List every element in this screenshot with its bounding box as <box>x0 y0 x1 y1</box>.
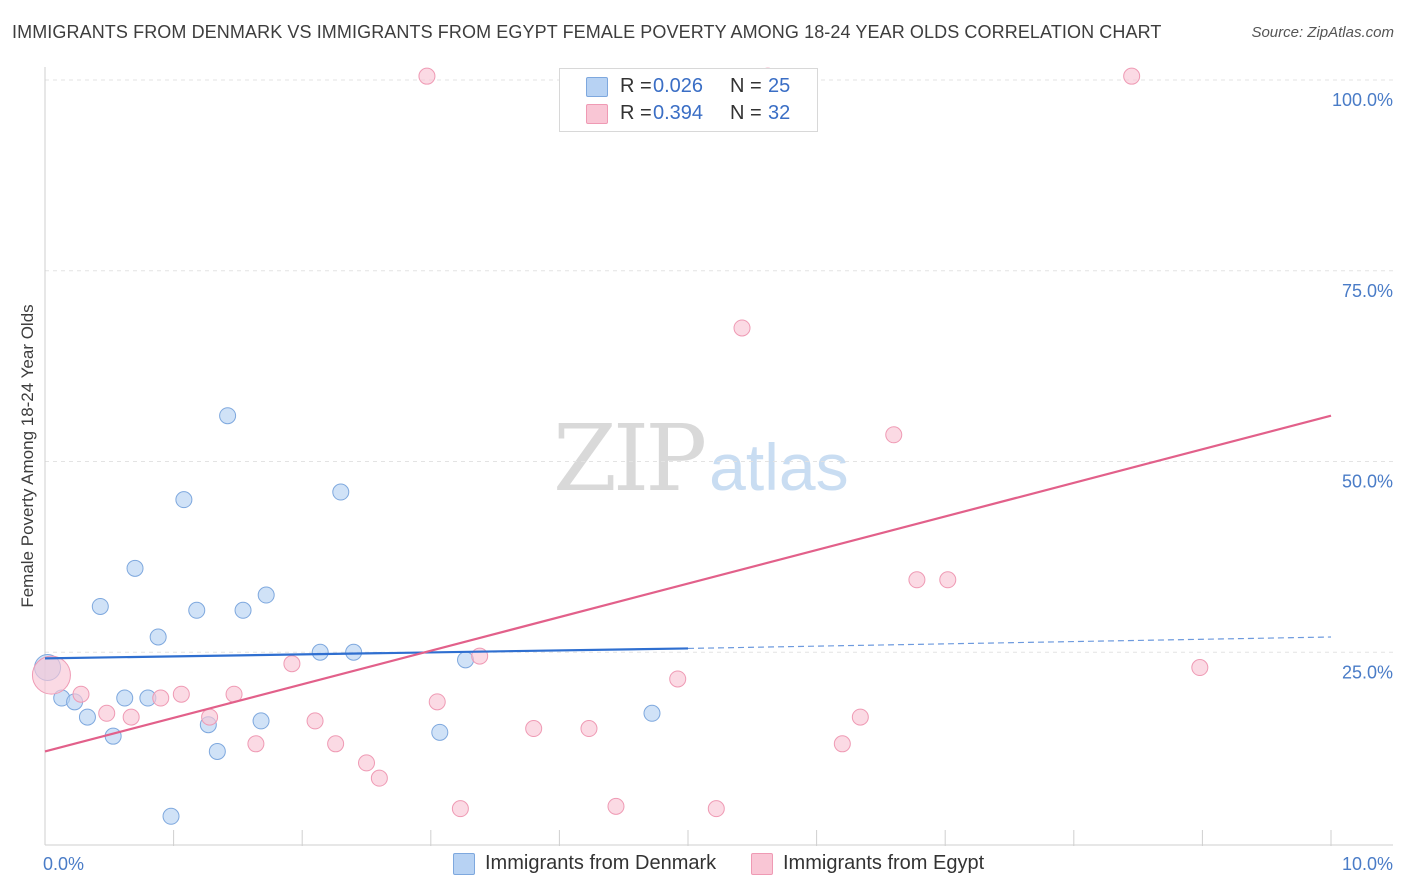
denmark-r-value: 0.026 <box>653 75 704 97</box>
x-tick-label: 10.0% <box>1342 854 1393 874</box>
denmark-point <box>257 586 275 604</box>
denmark-point <box>311 643 329 661</box>
denmark-legend-label: Immigrants from Denmark <box>485 852 717 874</box>
egypt-point <box>885 426 903 444</box>
egypt-point <box>939 571 957 589</box>
denmark-point <box>175 491 193 509</box>
egypt-point <box>152 689 170 707</box>
egypt-point <box>833 735 851 753</box>
denmark-point <box>126 559 144 577</box>
denmark-point <box>345 643 363 661</box>
egypt-point <box>327 735 345 753</box>
denmark-point <box>332 483 350 501</box>
denmark-point <box>78 708 96 726</box>
egypt-n-label: N = <box>730 102 762 124</box>
denmark-n-label: N = <box>730 75 762 97</box>
egypt-n-value: 32 <box>768 102 791 124</box>
egypt-point <box>733 319 751 337</box>
egypt-swatch <box>586 104 608 124</box>
chart-title: IMMIGRANTS FROM DENMARK VS IMMIGRANTS FR… <box>12 22 1162 42</box>
denmark-point <box>431 723 449 741</box>
egypt-point <box>669 670 687 688</box>
egypt-point <box>607 797 625 815</box>
denmark-swatch <box>586 77 608 97</box>
y-tick-label: 100.0% <box>1332 90 1393 110</box>
egypt-point <box>122 708 140 726</box>
watermark-zip: ZIP <box>553 405 707 512</box>
denmark-trend-extension <box>687 636 1332 650</box>
egypt-point <box>72 685 90 703</box>
egypt-point <box>451 800 469 818</box>
denmark-point <box>188 601 206 619</box>
denmark-point <box>116 689 134 707</box>
y-tick-label: 75.0% <box>1342 281 1393 301</box>
x-tick-label: 0.0% <box>43 854 84 874</box>
egypt-point <box>428 693 446 711</box>
egypt-point <box>908 571 926 589</box>
denmark-n-value: 25 <box>768 75 791 97</box>
watermark: ZIPatlas <box>553 405 849 512</box>
egypt-point <box>370 769 388 787</box>
egypt-point <box>201 708 219 726</box>
y-tick-label: 25.0% <box>1342 662 1393 682</box>
egypt-point <box>283 655 301 673</box>
denmark-trend-line <box>44 647 689 660</box>
egypt-point <box>1123 67 1141 85</box>
egypt-legend-label: Immigrants from Egypt <box>783 852 985 874</box>
egypt-point <box>172 685 190 703</box>
egypt-point <box>418 67 436 85</box>
y-tick-label: 50.0% <box>1342 472 1393 492</box>
egypt-trend-line <box>44 414 1332 753</box>
denmark-point <box>643 704 661 722</box>
egypt-point <box>851 708 869 726</box>
egypt-point <box>525 720 543 738</box>
correlation-legend: R = 0.026 N = 25 R = 0.394 N = 32 <box>559 68 818 132</box>
denmark-r-label: R = <box>620 75 652 97</box>
egypt-r-value: 0.394 <box>653 102 704 124</box>
denmark-point <box>252 712 270 730</box>
source-credit: Source: ZipAtlas.com <box>1251 24 1394 41</box>
egypt-point <box>31 655 71 695</box>
egypt-point <box>247 735 265 753</box>
denmark-point <box>208 742 226 760</box>
egypt-legend-swatch <box>751 853 773 875</box>
denmark-legend-swatch <box>453 853 475 875</box>
denmark-point <box>219 407 237 425</box>
egypt-point <box>358 754 375 772</box>
egypt-point <box>306 712 324 730</box>
denmark-point <box>162 807 180 825</box>
denmark-point <box>149 628 167 646</box>
denmark-point <box>91 597 109 615</box>
denmark-point <box>234 601 252 619</box>
egypt-point <box>1191 659 1209 677</box>
denmark-point <box>457 651 475 669</box>
egypt-point <box>707 800 725 818</box>
egypt-point <box>98 704 116 722</box>
egypt-point <box>580 720 598 738</box>
watermark-atlas: atlas <box>709 430 849 504</box>
egypt-r-label: R = <box>620 102 652 124</box>
